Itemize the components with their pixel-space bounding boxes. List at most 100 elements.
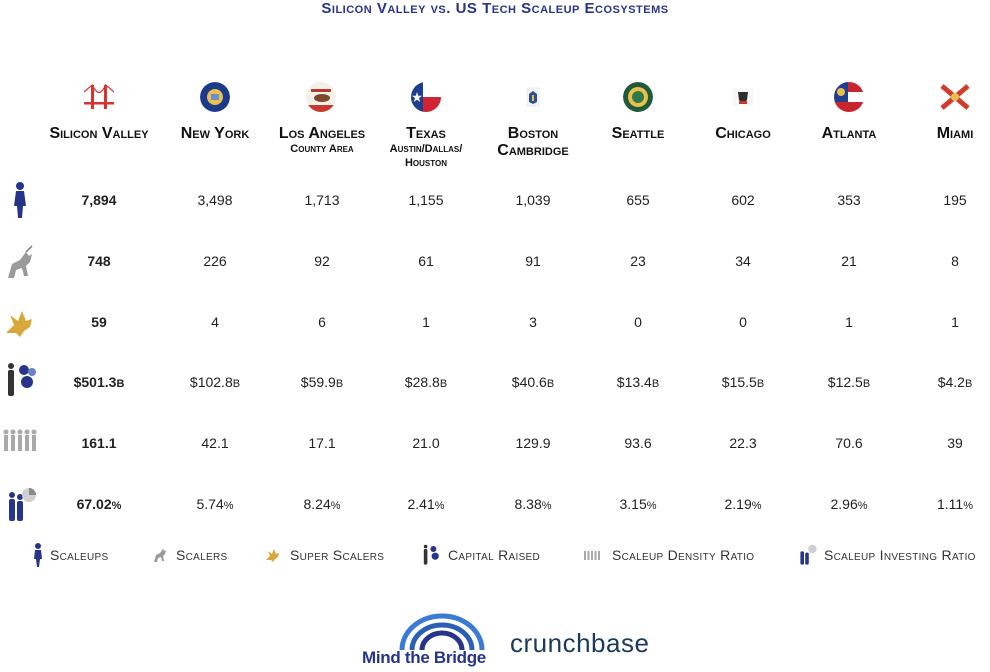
table-cell: 5.74%: [165, 496, 265, 512]
column-name: Chicago: [715, 125, 771, 142]
table-cell: $15.5B: [693, 374, 793, 390]
cell-unit: B: [335, 378, 344, 390]
cell-value: 21.0: [412, 435, 440, 451]
investing-ratio-icon: [800, 544, 817, 565]
cell-value: 61: [418, 253, 434, 269]
table-cell: 67.02%: [49, 496, 149, 512]
column-header: Seattle: [588, 125, 688, 142]
column-name: Texas: [406, 125, 446, 142]
cell-unit: %: [963, 500, 973, 512]
cell-unit: B: [546, 378, 555, 390]
investing-ratio-icon: [9, 488, 36, 521]
washington-flag-icon: [623, 82, 653, 112]
column-name: Seattle: [611, 125, 665, 142]
column-name: Miami: [936, 125, 974, 142]
cell-value: $13.4: [616, 374, 652, 390]
column-header: Miami: [905, 125, 990, 142]
column-subtitle: Austin/Dallas/ Houston: [389, 143, 463, 169]
chart-title: Silicon Valley vs. US Tech Scaleup Ecosy…: [321, 0, 669, 17]
cell-value: 1,155: [408, 192, 444, 208]
cell-value: 161.1: [81, 435, 117, 451]
legend-label: Scalers: [176, 547, 228, 563]
unicorn-icon: [8, 245, 33, 278]
massachusetts-flag-icon: [526, 87, 540, 107]
table-cell: 655: [588, 192, 688, 208]
cell-value: 1,713: [304, 192, 340, 208]
cell-value: $12.5: [827, 374, 863, 390]
table-cell: 1,713: [272, 192, 372, 208]
density-ratio-icon: [3, 429, 37, 451]
california-flag-icon: [306, 82, 336, 112]
column-header: Silicon Valley: [49, 125, 149, 142]
partner-logos: Mind the Bridge crunchbase: [360, 610, 760, 670]
cell-unit: B: [756, 378, 765, 390]
cell-value: $501.3: [73, 374, 117, 390]
cell-value: 1,039: [515, 192, 551, 208]
table-cell: 59: [49, 314, 149, 330]
column-header: Atlanta: [799, 125, 899, 142]
texas-flag-icon: [411, 82, 441, 112]
cell-value: 353: [837, 192, 861, 208]
crunchbase-logo: crunchbase: [510, 628, 650, 658]
table-cell: 8: [905, 253, 990, 269]
table-cell: 93.6: [588, 435, 688, 451]
table-cell: $28.8B: [376, 374, 476, 390]
table-cell: 161.1: [49, 435, 149, 451]
florida-flag-icon: [940, 84, 970, 110]
table-cell: 1.11%: [905, 496, 990, 512]
table-cell: 34: [693, 253, 793, 269]
table-cell: 1,155: [376, 192, 476, 208]
table-cell: 748: [49, 253, 149, 269]
table-cell: 91: [483, 253, 583, 269]
cell-value: 42.1: [201, 435, 229, 451]
table-cell: 6: [272, 314, 372, 330]
cell-value: 1: [951, 314, 959, 330]
table-cell: 1: [799, 314, 899, 330]
cell-value: 748: [87, 253, 111, 269]
cell-value: 17.1: [308, 435, 336, 451]
table-cell: 21.0: [376, 435, 476, 451]
legend-label: Capital Raised: [448, 547, 541, 563]
unicorn-icon: [154, 549, 166, 562]
legend-label: Scaleups: [50, 547, 109, 563]
table-cell: 3: [483, 314, 583, 330]
table-cell: $59.9B: [272, 374, 372, 390]
cell-unit: B: [232, 378, 241, 390]
table-cell: 226: [165, 253, 265, 269]
column-name: Silicon Valley: [49, 125, 149, 142]
cell-value: 0: [739, 314, 747, 330]
cell-value: $102.8: [189, 374, 233, 390]
cell-value: 7,894: [81, 192, 117, 208]
table-cell: 0: [588, 314, 688, 330]
table-cell: 8.38%: [483, 496, 583, 512]
cell-value: 8: [951, 253, 959, 269]
table-cell: $4.2B: [905, 374, 990, 390]
column-name: Boston Cambridge: [497, 125, 569, 159]
cell-value: 21: [841, 253, 857, 269]
table-cell: 61: [376, 253, 476, 269]
table-cell: 4: [165, 314, 265, 330]
cell-unit: %: [857, 500, 868, 512]
cell-value: $4.2: [937, 374, 965, 390]
capital-raised-icon: [423, 544, 439, 565]
table-cell: 3,498: [165, 192, 265, 208]
table-cell: 2.19%: [693, 496, 793, 512]
column-name: New York: [180, 125, 250, 142]
cell-unit: %: [646, 500, 657, 512]
capital-raised-icon: [8, 363, 36, 396]
table-cell: 17.1: [272, 435, 372, 451]
column-header: Boston Cambridge: [483, 125, 583, 159]
cell-value: 23: [630, 253, 646, 269]
cell-value: $40.6: [511, 374, 547, 390]
cell-value: 70.6: [835, 435, 863, 451]
illinois-flag-icon: [733, 88, 753, 106]
cell-unit: %: [541, 500, 552, 512]
cell-unit: %: [330, 500, 341, 512]
table-cell: 2.41%: [376, 496, 476, 512]
cell-value: 22.3: [729, 435, 757, 451]
legend-item-density-ratio: Scaleup Density Ratio: [578, 541, 754, 569]
cell-value: 0: [634, 314, 642, 330]
table-cell: 22.3: [693, 435, 793, 451]
cell-value: 6: [318, 314, 326, 330]
table-cell: 129.9: [483, 435, 583, 451]
